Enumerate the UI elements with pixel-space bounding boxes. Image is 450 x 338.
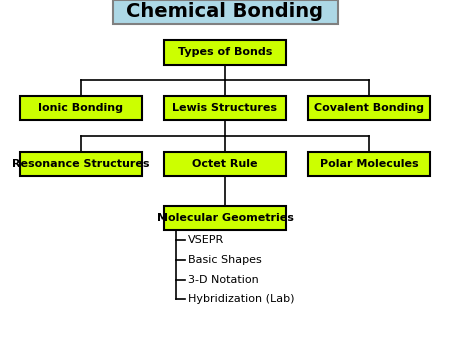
FancyBboxPatch shape [164, 40, 286, 65]
FancyBboxPatch shape [164, 152, 286, 176]
Text: Polar Molecules: Polar Molecules [320, 159, 419, 169]
Text: Molecular Geometries: Molecular Geometries [157, 213, 293, 223]
Text: Hybridization (Lab): Hybridization (Lab) [188, 294, 295, 304]
Text: VSEPR: VSEPR [188, 235, 225, 245]
Text: Chemical Bonding: Chemical Bonding [126, 2, 324, 21]
FancyBboxPatch shape [20, 152, 142, 176]
Text: Types of Bonds: Types of Bonds [178, 47, 272, 57]
FancyBboxPatch shape [164, 96, 286, 120]
Text: Octet Rule: Octet Rule [192, 159, 258, 169]
Text: Resonance Structures: Resonance Structures [12, 159, 150, 169]
Text: Covalent Bonding: Covalent Bonding [314, 103, 424, 113]
FancyBboxPatch shape [20, 96, 142, 120]
Text: 3-D Notation: 3-D Notation [188, 274, 259, 285]
Text: Lewis Structures: Lewis Structures [172, 103, 278, 113]
Text: Basic Shapes: Basic Shapes [188, 255, 262, 265]
FancyBboxPatch shape [112, 0, 338, 24]
FancyBboxPatch shape [308, 96, 430, 120]
FancyBboxPatch shape [164, 206, 286, 230]
Text: Ionic Bonding: Ionic Bonding [39, 103, 123, 113]
FancyBboxPatch shape [308, 152, 430, 176]
